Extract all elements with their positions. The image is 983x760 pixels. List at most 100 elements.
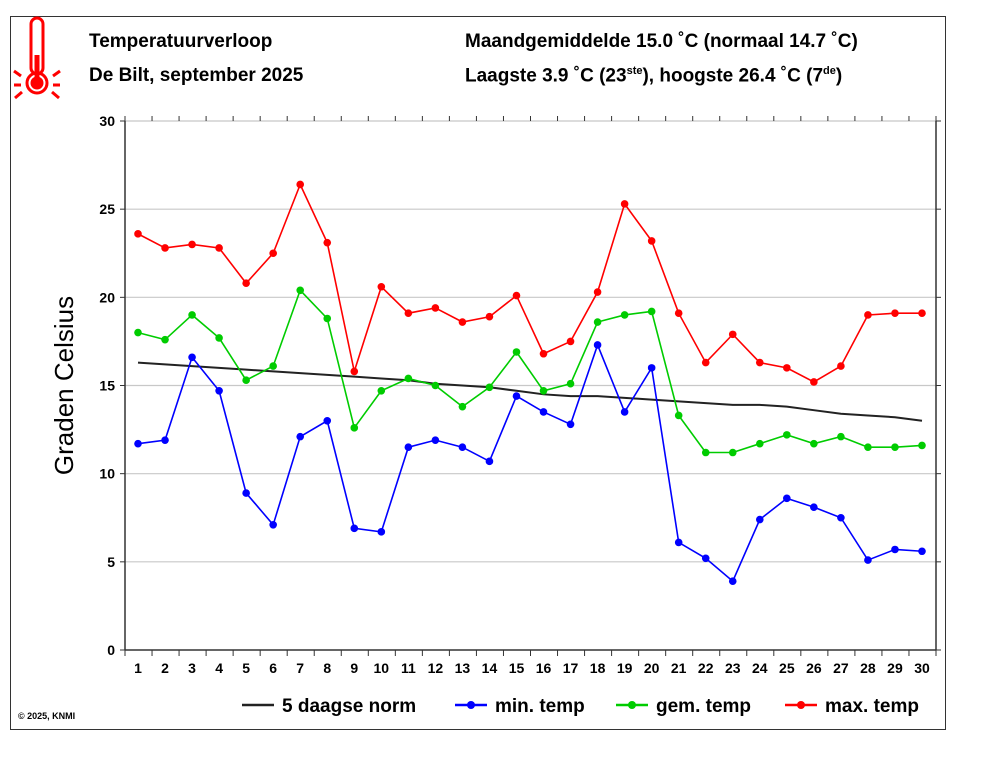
data-point <box>188 353 196 362</box>
series-line <box>137 361 923 422</box>
data-point <box>134 439 142 448</box>
data-point <box>864 311 872 319</box>
chart-frame <box>10 16 946 730</box>
data-point <box>566 420 575 429</box>
data-point <box>674 309 683 318</box>
extremes-text: Laagste 3.9 ˚C (23 <box>465 65 627 87</box>
data-point <box>674 411 683 420</box>
data-point <box>810 439 818 448</box>
data-point <box>296 180 305 189</box>
y-tick-label: 25 <box>99 201 115 217</box>
legend-label: max. temp <box>825 696 919 717</box>
data-point <box>377 282 386 291</box>
data-point <box>539 349 548 358</box>
data-point <box>728 577 737 586</box>
data-point <box>647 237 656 245</box>
data-point <box>566 379 575 388</box>
extremes-text: ), hoogste 26.4 ˚C (7 <box>642 65 824 87</box>
data-point <box>539 408 548 416</box>
data-point <box>755 515 764 524</box>
data-point <box>269 362 277 370</box>
data-point <box>593 318 602 326</box>
data-point <box>431 436 440 444</box>
x-tick-label: 1 <box>134 660 142 676</box>
data-point <box>864 556 872 564</box>
data-point <box>269 521 277 529</box>
x-tick-label: 29 <box>887 660 903 676</box>
data-point <box>891 443 899 452</box>
data-point <box>377 528 386 536</box>
x-tick-label: 7 <box>296 660 304 676</box>
x-tick-label: 9 <box>350 660 358 676</box>
data-point <box>242 489 250 497</box>
legend-label: gem. temp <box>656 696 751 717</box>
data-point <box>350 424 359 432</box>
x-tick-label: 14 <box>482 660 498 676</box>
data-point <box>431 304 440 312</box>
x-tick-label: 28 <box>860 660 876 676</box>
data-point <box>458 318 467 326</box>
data-point <box>701 448 710 457</box>
data-point <box>783 364 791 372</box>
ordinal-suffix: ste <box>626 65 643 77</box>
x-tick-label: 13 <box>455 660 471 676</box>
legend-marker <box>797 701 805 709</box>
data-point <box>215 244 223 252</box>
data-point <box>458 443 467 452</box>
x-tick-label: 5 <box>242 660 250 676</box>
x-tick-label: 27 <box>833 660 849 676</box>
chart-title: Temperatuurverloop <box>89 31 273 52</box>
series-line <box>137 342 923 583</box>
series-line <box>137 182 922 383</box>
data-point <box>458 402 467 411</box>
data-point <box>323 238 332 247</box>
data-point <box>350 367 359 376</box>
y-tick-label: 5 <box>107 554 115 570</box>
extremes-text: ) <box>835 65 843 87</box>
data-point <box>837 432 845 441</box>
y-tick-label: 30 <box>99 113 115 129</box>
data-point <box>539 386 548 395</box>
data-point <box>161 335 169 344</box>
x-tick-label: 20 <box>644 660 660 676</box>
data-point <box>918 441 926 450</box>
data-point <box>161 244 169 252</box>
data-point <box>593 288 602 296</box>
data-point <box>512 348 521 356</box>
x-tick-label: 2 <box>161 660 169 676</box>
data-point <box>918 309 926 318</box>
data-point <box>783 494 791 503</box>
data-point <box>161 436 169 444</box>
data-point <box>350 524 359 533</box>
x-tick-label: 19 <box>617 660 633 676</box>
data-point <box>485 383 494 392</box>
x-tick-label: 22 <box>698 660 714 676</box>
x-tick-label: 11 <box>401 660 416 676</box>
data-point <box>837 362 845 370</box>
data-point <box>647 307 656 316</box>
y-axis-label: Graden Celsius <box>49 296 79 475</box>
data-point <box>755 439 764 448</box>
data-point <box>485 457 494 466</box>
extremes-line: Laagste 3.9 ˚C (23ste), hoogste 26.4 ˚C … <box>465 65 842 87</box>
monthly-average: Maandgemiddelde 15.0 ˚C (normaal 14.7 ˚C… <box>465 31 858 52</box>
data-point <box>242 376 250 385</box>
data-point <box>431 381 440 390</box>
data-point <box>134 230 142 238</box>
data-point <box>134 328 142 337</box>
chart-subtitle: De Bilt, september 2025 <box>89 65 304 86</box>
y-tick-label: 20 <box>99 289 115 305</box>
x-tick-label: 16 <box>536 660 552 676</box>
data-point <box>512 291 521 300</box>
data-point <box>296 432 305 441</box>
data-point <box>377 386 386 395</box>
x-tick-label: 10 <box>374 660 390 676</box>
x-tick-label: 24 <box>752 660 768 676</box>
data-point <box>701 554 710 563</box>
x-tick-label: 6 <box>269 660 277 676</box>
data-point <box>728 448 737 457</box>
y-tick-label: 10 <box>99 466 115 482</box>
legend-label: 5 daagse norm <box>282 696 416 717</box>
x-tick-label: 18 <box>590 660 606 676</box>
